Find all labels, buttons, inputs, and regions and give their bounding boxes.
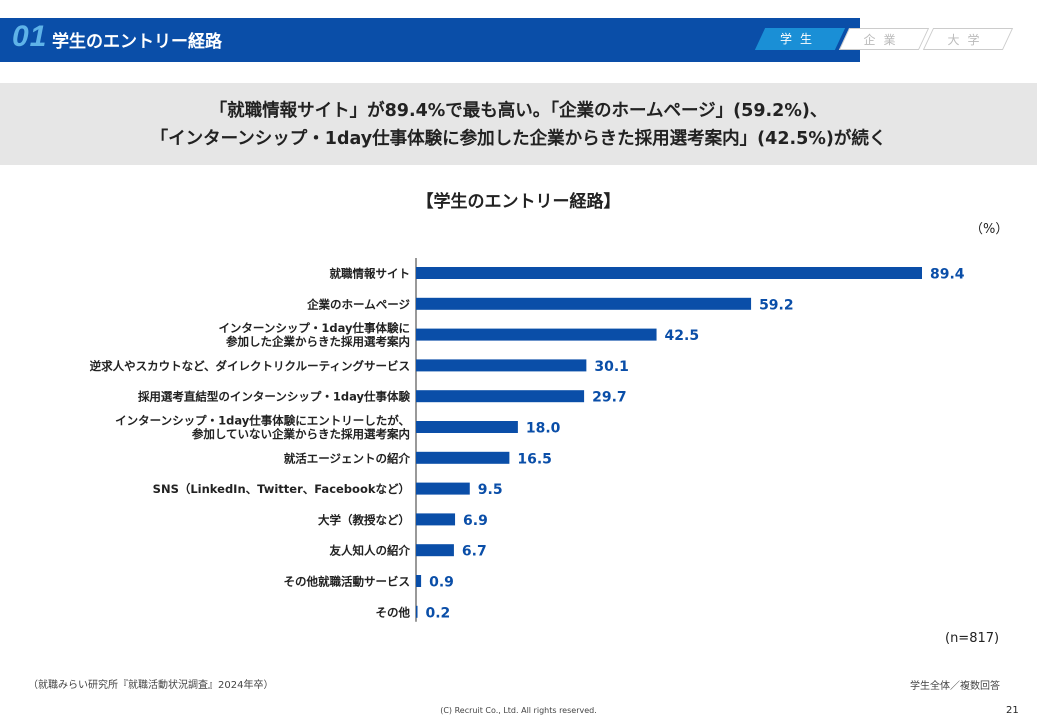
value-label: 59.2 <box>759 297 794 313</box>
bar <box>416 390 585 403</box>
category-label: 参加していない企業からきた採用選考案内 <box>191 427 410 441</box>
bar <box>416 575 422 587</box>
summary-banner: 「就職情報サイト」が89.4%で最も高い。「企業のホームページ」(59.2%)、… <box>0 83 1037 165</box>
section-number: 01 <box>12 20 48 53</box>
bar <box>416 421 518 433</box>
value-label: 16.5 <box>517 451 552 467</box>
value-label: 0.9 <box>429 575 454 591</box>
category-label: 逆求人やスカウトなど、ダイレクトリクルーティングサービス <box>90 359 410 373</box>
sample-size: (n=817) <box>945 631 1000 646</box>
page-title: 学生のエントリー経路 <box>52 32 222 52</box>
bar <box>416 482 470 495</box>
category-label: 就職情報サイト <box>330 267 411 281</box>
category-label: インターンシップ・1day仕事体験に <box>218 321 410 335</box>
bar <box>416 451 510 464</box>
category-label: SNS（LinkedIn、Twitter、Facebookなど） <box>153 482 410 496</box>
category-label: 就活エージェントの紹介 <box>284 451 411 465</box>
category-label: その他就職活動サービス <box>284 575 411 589</box>
value-label: 0.2 <box>426 605 451 621</box>
category-label: インターンシップ・1day仕事体験にエントリーしたが、 <box>115 414 410 428</box>
category-label: その他 <box>376 605 411 619</box>
bar <box>416 544 454 557</box>
summary-line-2: 「インターンシップ・1day仕事体験に参加した企業からきた採用選考案内」(42.… <box>150 129 887 149</box>
unit-label: （%） <box>970 222 1009 237</box>
value-label: 29.7 <box>592 390 627 406</box>
source-note: （就職みらい研究所『就職活動状況調査』2024年卒） <box>28 680 274 691</box>
bar <box>416 359 587 372</box>
bar <box>416 297 752 310</box>
value-label: 6.9 <box>463 513 488 529</box>
tab-students[interactable]: 学生 <box>754 28 846 50</box>
value-label: 6.7 <box>462 544 487 560</box>
bar <box>416 513 456 526</box>
category-label: 大学（教授など） <box>318 513 410 527</box>
category-label: 友人知人の紹介 <box>330 544 411 558</box>
category-label: 企業のホームページ <box>306 297 410 311</box>
summary-line-1: 「就職情報サイト」が89.4%で最も高い。「企業のホームページ」(59.2%)、 <box>209 101 828 121</box>
bar <box>416 267 923 279</box>
respondent-note: 学生全体／複数回答 <box>910 681 1000 692</box>
bar <box>416 328 657 341</box>
chart-title: 【学生のエントリー経路】 <box>416 192 621 212</box>
value-label: 18.0 <box>526 421 561 437</box>
page-number: 21 <box>1006 705 1019 716</box>
value-label: 89.4 <box>930 267 965 283</box>
value-label: 30.1 <box>594 359 629 375</box>
value-label: 9.5 <box>478 482 503 498</box>
category-label: 参加した企業からきた採用選考案内 <box>225 335 410 349</box>
copyright: (C) Recruit Co., Ltd. All rights reserve… <box>440 706 597 715</box>
tab-universities[interactable]: 大学 <box>922 28 1014 50</box>
tab-companies[interactable]: 企業 <box>838 28 930 50</box>
bar-chart: 89.4 就職情報サイト 59.2 企業のホームページ 42.5 インターンシップ・1da… <box>90 258 965 622</box>
value-label: 42.5 <box>665 328 700 344</box>
category-label: 採用選考直結型のインターンシップ・1day仕事体験 <box>138 390 411 404</box>
bar <box>416 605 418 618</box>
header-bar <box>0 18 860 62</box>
